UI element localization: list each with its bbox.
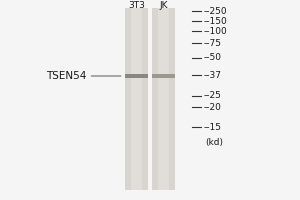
Text: --25: --25 [204, 92, 222, 100]
Text: JK: JK [159, 0, 168, 9]
Bar [125, 8, 148, 190]
Text: --150: --150 [204, 17, 228, 25]
Text: --50: --50 [204, 53, 222, 62]
Text: --20: --20 [204, 102, 222, 112]
Text: --100: --100 [204, 26, 228, 36]
Bar [158, 8, 169, 190]
Text: --75: --75 [204, 38, 222, 47]
Text: --15: --15 [204, 122, 222, 132]
Bar [152, 74, 175, 78]
Bar [152, 8, 175, 190]
Text: 3T3: 3T3 [128, 0, 145, 9]
Bar [125, 74, 148, 78]
Text: --37: --37 [204, 71, 222, 79]
Bar [131, 8, 142, 190]
Text: TSEN54: TSEN54 [46, 71, 86, 81]
Text: (kd): (kd) [206, 138, 224, 146]
Text: --250: --250 [204, 6, 228, 16]
